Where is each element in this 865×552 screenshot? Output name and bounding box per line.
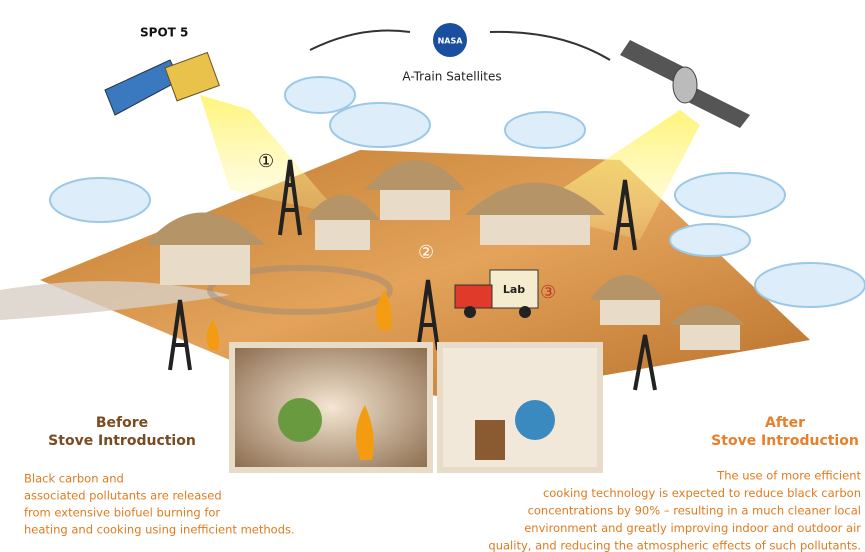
after-text: quality, and reducing the atmospheric ef… bbox=[488, 539, 861, 552]
lab-truck bbox=[454, 269, 539, 318]
before-text: from extensive biofuel burning for bbox=[24, 506, 220, 520]
marker: ② bbox=[418, 242, 434, 263]
before-text: associated pollutants are released bbox=[24, 489, 222, 503]
marker: ③ bbox=[540, 282, 556, 303]
towers bbox=[168, 159, 657, 391]
after-title: After bbox=[765, 415, 805, 431]
satellite-atrain bbox=[620, 40, 750, 128]
after-text: concentrations by 90% – resulting in a m… bbox=[528, 504, 861, 518]
woman bbox=[515, 400, 555, 440]
satellite-spot5 bbox=[104, 51, 220, 116]
stove bbox=[475, 420, 505, 460]
nasa-logo bbox=[433, 23, 467, 57]
fires bbox=[206, 290, 392, 350]
huts bbox=[145, 160, 745, 350]
room-before bbox=[229, 342, 433, 473]
logo-text: NASA bbox=[438, 37, 464, 46]
after-text: The use of more efficient bbox=[716, 469, 861, 483]
truck-label: Lab bbox=[503, 283, 525, 296]
fire bbox=[356, 405, 374, 460]
satellite-label: SPOT 5 bbox=[140, 26, 188, 40]
arrow bbox=[489, 30, 611, 61]
after-text: cooking technology is expected to reduce… bbox=[543, 486, 861, 500]
after-title: Stove Introduction bbox=[711, 433, 859, 449]
clouds bbox=[49, 76, 865, 308]
woman bbox=[278, 398, 322, 442]
before-title: Stove Introduction bbox=[48, 433, 196, 449]
before-title: Before bbox=[96, 415, 148, 431]
marker: ① bbox=[258, 151, 274, 172]
arrow bbox=[309, 29, 411, 51]
before-text: heating and cooking using inefficient me… bbox=[24, 523, 295, 537]
satellite-label: A-Train Satellites bbox=[402, 70, 501, 84]
smoke-swirl bbox=[207, 265, 393, 315]
before-text: Black carbon and bbox=[24, 472, 124, 486]
beam bbox=[200, 95, 340, 215]
smoke bbox=[0, 281, 230, 320]
after-text: environment and greatly improving indoor… bbox=[524, 521, 861, 535]
